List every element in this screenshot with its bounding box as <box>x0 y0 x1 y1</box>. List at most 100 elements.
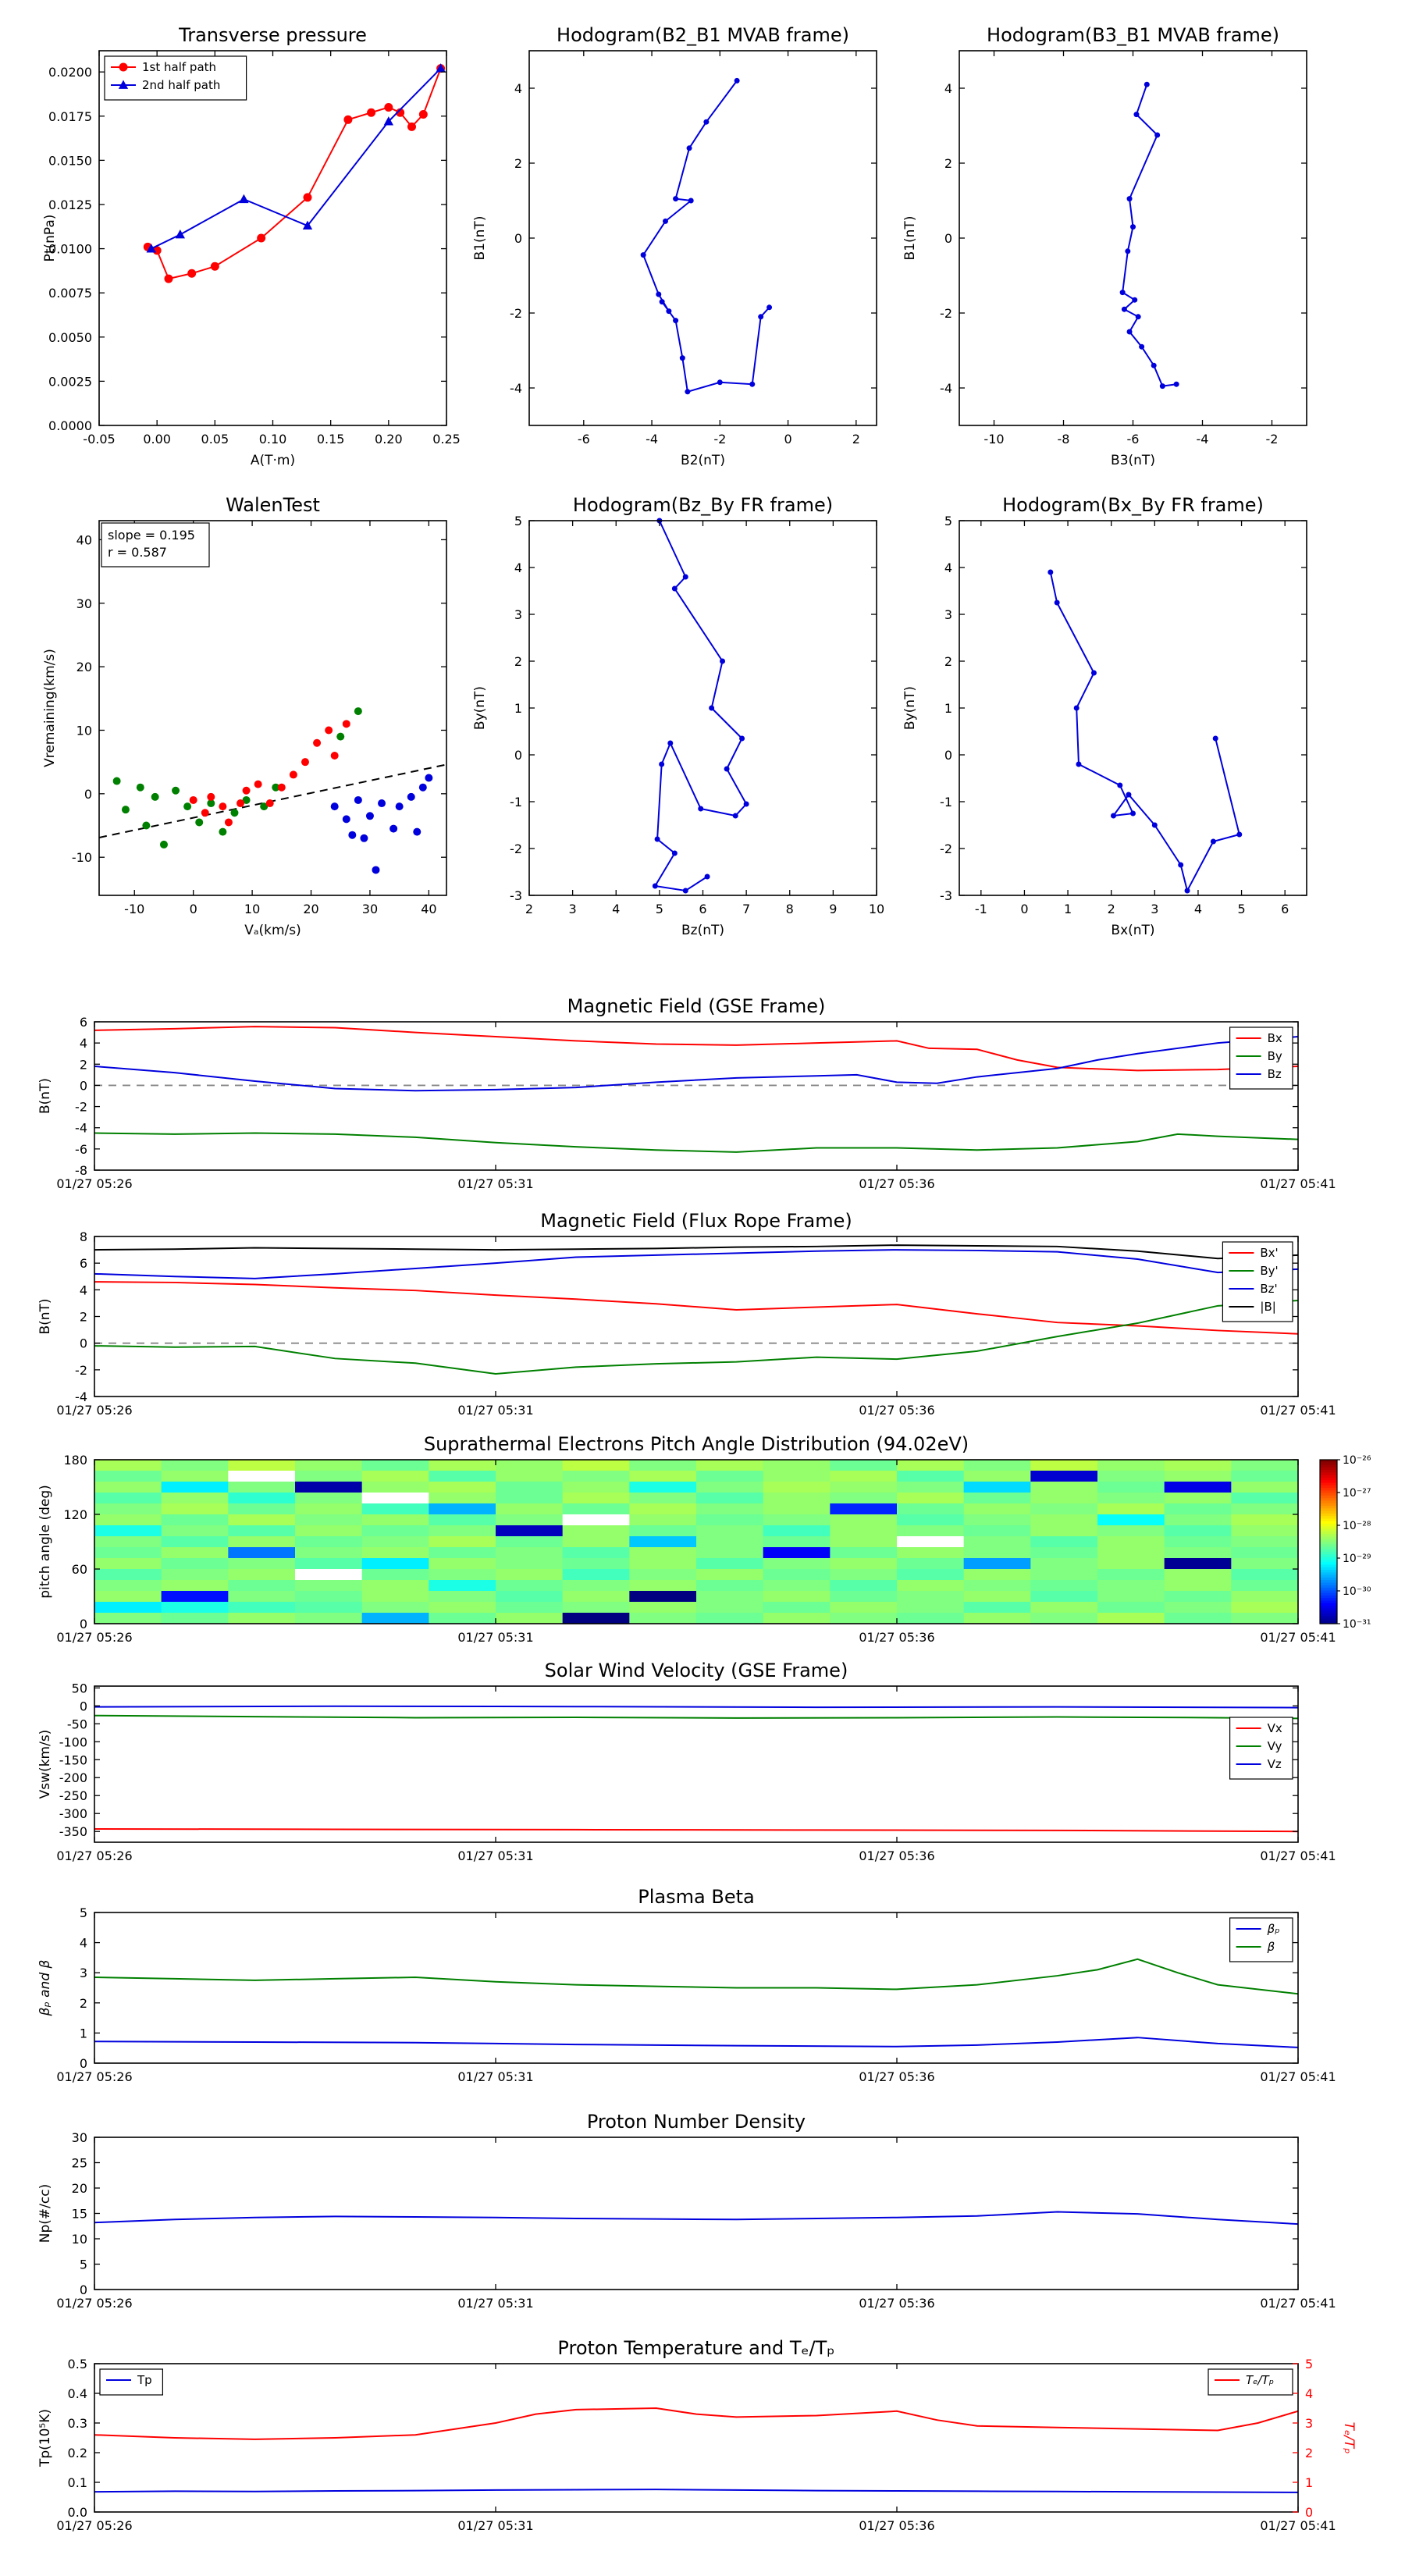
svg-text:Suprathermal Electrons Pitch A: Suprathermal Electrons Pitch Angle Distr… <box>424 1433 969 1455</box>
svg-text:5: 5 <box>944 514 952 528</box>
svg-text:0: 0 <box>944 231 952 246</box>
svg-text:4: 4 <box>1194 902 1202 916</box>
svg-text:120: 120 <box>63 1507 87 1522</box>
chart-hodogram-b2-b1-mvab: -6 -4 -2 0 2 -4 -2 0 2 4 Hodogram(B2_B1 MVAB frame… <box>472 22 888 471</box>
svg-text:01/27 05:41: 01/27 05:41 <box>1260 2296 1336 2311</box>
svg-text:1: 1 <box>514 701 522 716</box>
svg-text:-2: -2 <box>940 841 952 856</box>
chart-solar-wind-velocity: 01/27 05:26 01/27 05:31 01/27 05:36 01/27 0… <box>32 1656 1336 1866</box>
svg-text:0.0200: 0.0200 <box>48 65 92 80</box>
svg-text:5: 5 <box>1237 902 1245 916</box>
svg-text:01/27 05:26: 01/27 05:26 <box>56 1848 132 1863</box>
svg-text:βₚ and β: βₚ and β <box>37 1959 53 2016</box>
svg-text:01/27 05:41: 01/27 05:41 <box>1260 1630 1336 1645</box>
svg-text:0: 0 <box>80 2282 87 2297</box>
svg-text:-150: -150 <box>59 1752 87 1767</box>
svg-text:B2(nT): B2(nT) <box>681 453 725 468</box>
svg-text:3: 3 <box>80 1966 87 1980</box>
svg-text:01/27 05:41: 01/27 05:41 <box>1260 2069 1336 2084</box>
svg-text:-10: -10 <box>124 902 144 916</box>
svg-text:-8: -8 <box>1058 432 1070 447</box>
svg-text:-4: -4 <box>75 1121 87 1136</box>
svg-text:3: 3 <box>1305 2416 1313 2431</box>
svg-text:B3(nT): B3(nT) <box>1111 453 1155 468</box>
svg-text:01/27 05:31: 01/27 05:31 <box>457 1848 533 1863</box>
svg-text:4: 4 <box>1305 2386 1313 2401</box>
svg-text:6: 6 <box>699 902 706 916</box>
chart-transverse-pressure: -0.05 0.00 0.05 0.10 0.15 0.20 0.25 0.0000 0.002… <box>42 22 461 471</box>
svg-text:01/27 05:31: 01/27 05:31 <box>457 2296 533 2311</box>
svg-text:By: By <box>1268 1049 1282 1063</box>
svg-text:10⁻²⁷: 10⁻²⁷ <box>1343 1487 1371 1500</box>
svg-text:A(T·m): A(T·m) <box>251 453 295 468</box>
svg-text:0.0125: 0.0125 <box>48 197 92 212</box>
chart-hodogram-bx-by-fr: -1 0 1 2 3 4 5 6 -3 -2 -1 0 1 2 3 4 5 Hodogram(Bx_By FR f… <box>902 492 1318 941</box>
svg-text:0.00: 0.00 <box>143 432 171 447</box>
svg-text:2: 2 <box>80 1057 87 1072</box>
svg-text:0.0000: 0.0000 <box>48 418 92 433</box>
chart-magnetic-field-gse: 01/27 05:26 01/27 05:31 01/27 05:36 01/27 0… <box>32 992 1336 1194</box>
svg-text:01/27 05:26: 01/27 05:26 <box>56 1403 132 1418</box>
svg-text:Bx(nT): Bx(nT) <box>1111 923 1154 938</box>
svg-text:-10: -10 <box>72 850 92 865</box>
svg-text:0: 0 <box>80 2056 87 2071</box>
svg-text:0: 0 <box>944 748 952 763</box>
svg-text:-2: -2 <box>75 1100 87 1115</box>
svg-text:Vremaining(km/s): Vremaining(km/s) <box>42 649 58 767</box>
svg-text:0: 0 <box>1020 902 1028 916</box>
svg-text:01/27 05:26: 01/27 05:26 <box>56 2069 132 2084</box>
svg-text:By': By' <box>1260 1264 1278 1278</box>
svg-text:8: 8 <box>80 1229 87 1244</box>
svg-text:0.0: 0.0 <box>68 2505 87 2520</box>
svg-text:-2: -2 <box>713 432 726 447</box>
svg-text:By(nT): By(nT) <box>472 686 488 730</box>
svg-text:01/27 05:26: 01/27 05:26 <box>56 2296 132 2311</box>
svg-text:-2: -2 <box>510 841 522 856</box>
svg-text:Hodogram(Bx_By FR frame): Hodogram(Bx_By FR frame) <box>1002 494 1264 516</box>
svg-text:01/27 05:31: 01/27 05:31 <box>457 1403 533 1418</box>
svg-text:7: 7 <box>742 902 750 916</box>
svg-text:01/27 05:36: 01/27 05:36 <box>859 1630 934 1645</box>
svg-text:8: 8 <box>786 902 794 916</box>
svg-text:Bx': Bx' <box>1260 1246 1278 1260</box>
svg-text:0: 0 <box>80 1617 87 1631</box>
svg-text:10: 10 <box>76 723 92 738</box>
svg-text:-100: -100 <box>59 1735 87 1749</box>
svg-text:5: 5 <box>80 2258 87 2272</box>
svg-text:Hodogram(B2_B1 MVAB frame): Hodogram(B2_B1 MVAB frame) <box>557 24 849 46</box>
svg-text:30: 30 <box>362 902 378 916</box>
svg-text:3: 3 <box>569 902 577 916</box>
chart-electron-pitch-angle-distribution: 01/27 05:26 01/27 05:31 01/27 05:36 01/27 0… <box>32 1430 1390 1647</box>
svg-text:Tp: Tp <box>137 2373 152 2387</box>
svg-text:Vₐ(km/s): Vₐ(km/s) <box>244 923 301 938</box>
svg-text:4: 4 <box>80 1936 87 1951</box>
svg-text:01/27 05:31: 01/27 05:31 <box>457 2069 533 2084</box>
svg-text:Bx: Bx <box>1268 1031 1282 1045</box>
svg-text:-1: -1 <box>510 795 522 809</box>
svg-text:01/27 05:26: 01/27 05:26 <box>56 1630 132 1645</box>
svg-text:2: 2 <box>80 1310 87 1325</box>
svg-text:0.0075: 0.0075 <box>48 286 92 301</box>
svg-text:4: 4 <box>514 81 522 96</box>
svg-text:01/27 05:26: 01/27 05:26 <box>56 2518 132 2533</box>
svg-text:1: 1 <box>1305 2475 1313 2490</box>
svg-text:0: 0 <box>514 231 522 246</box>
svg-text:Proton Temperature and Tₑ/Tₚ: Proton Temperature and Tₑ/Tₚ <box>557 2337 834 2359</box>
svg-text:01/27 05:36: 01/27 05:36 <box>859 1848 934 1863</box>
svg-text:01/27 05:31: 01/27 05:31 <box>457 1630 533 1645</box>
svg-text:-2: -2 <box>510 306 522 321</box>
svg-text:2: 2 <box>852 432 860 447</box>
svg-text:-2: -2 <box>75 1363 87 1378</box>
chart-hodogram-b3-b1-mvab: -10 -8 -6 -4 -2 -4 -2 0 2 4 Hodogram(B3_B1 MVAB fr… <box>902 22 1318 471</box>
svg-text:10⁻²⁸: 10⁻²⁸ <box>1343 1520 1371 1532</box>
svg-text:Tₑ/Tₚ: Tₑ/Tₚ <box>1341 2422 1357 2454</box>
svg-text:10⁻²⁹: 10⁻²⁹ <box>1343 1553 1371 1565</box>
svg-text:-6: -6 <box>75 1142 87 1157</box>
svg-text:-2: -2 <box>940 306 952 321</box>
svg-text:0: 0 <box>80 1336 87 1351</box>
svg-text:01/27 05:31: 01/27 05:31 <box>457 1176 533 1191</box>
svg-text:Vz: Vz <box>1268 1757 1282 1771</box>
svg-text:|B|: |B| <box>1260 1300 1275 1314</box>
svg-text:2: 2 <box>944 156 952 171</box>
svg-text:30: 30 <box>72 2130 87 2145</box>
